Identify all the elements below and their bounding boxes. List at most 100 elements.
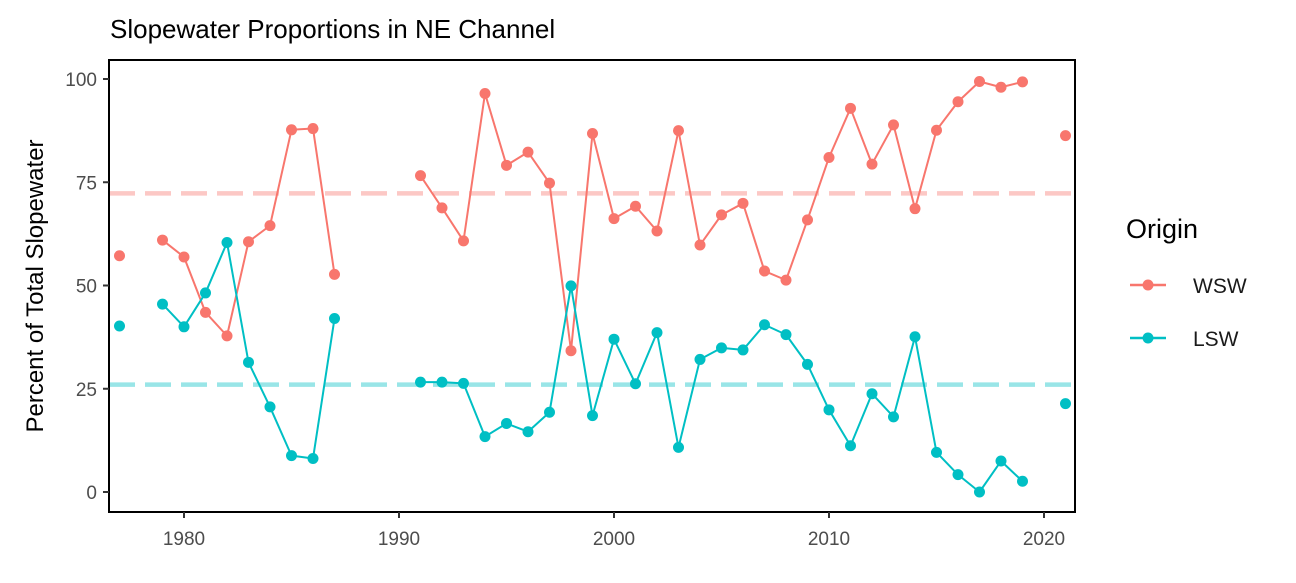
data-point-lsw-1991 bbox=[415, 376, 426, 388]
data-point-lsw-2000 bbox=[608, 333, 620, 345]
data-point-lsw-2021 bbox=[1060, 398, 1071, 410]
data-point-wsw-1992 bbox=[436, 202, 448, 214]
series-line-lsw bbox=[420, 284, 1024, 493]
y-axis-title: Percent of Total Slopewater bbox=[22, 139, 49, 432]
data-point-wsw-1983 bbox=[243, 236, 254, 248]
data-point-lsw-1999 bbox=[587, 410, 598, 422]
data-point-wsw-1984 bbox=[264, 220, 276, 232]
data-point-wsw-2008 bbox=[780, 274, 792, 286]
legend-key-point-lsw bbox=[1142, 332, 1154, 344]
legend-key-point-wsw bbox=[1142, 279, 1154, 291]
data-point-wsw-1986 bbox=[307, 123, 319, 135]
axes: 0 25 50 75 100 1980 1990 2000 2010 2020 bbox=[65, 70, 1065, 550]
data-point-wsw-1991 bbox=[415, 170, 426, 182]
panel-border bbox=[108, 59, 1076, 513]
data-point-lsw-1985 bbox=[286, 450, 297, 462]
data-point-wsw-2000 bbox=[608, 213, 620, 225]
x-tick-label-2010: 2010 bbox=[808, 529, 850, 550]
y-tick-label-25: 25 bbox=[76, 380, 97, 401]
data-point-wsw-2014 bbox=[909, 203, 921, 215]
data-point-wsw-1993 bbox=[458, 235, 469, 247]
data-point-lsw-2015 bbox=[931, 446, 942, 458]
data-point-lsw-1977 bbox=[114, 320, 125, 332]
data-point-lsw-1992 bbox=[436, 376, 448, 388]
data-point-lsw-2005 bbox=[716, 342, 727, 354]
data-point-lsw-1979 bbox=[157, 298, 168, 310]
data-point-wsw-2004 bbox=[694, 239, 706, 251]
data-point-wsw-1987 bbox=[329, 268, 340, 280]
data-point-wsw-1996 bbox=[522, 146, 534, 158]
data-point-wsw-1997 bbox=[544, 177, 555, 189]
data-point-lsw-1994 bbox=[479, 431, 491, 443]
data-point-lsw-2017 bbox=[974, 486, 985, 498]
data-point-lsw-1983 bbox=[243, 356, 254, 368]
data-point-lsw-1996 bbox=[522, 426, 534, 438]
data-point-wsw-2015 bbox=[931, 124, 942, 136]
x-tick-label-2000: 2000 bbox=[593, 529, 635, 550]
data-point-lsw-2013 bbox=[888, 411, 899, 423]
y-tick-label-100: 100 bbox=[65, 70, 97, 91]
data-point-lsw-2001 bbox=[630, 378, 641, 390]
legend-label-wsw: WSW bbox=[1193, 275, 1247, 298]
legend: Origin WSW LSW bbox=[1126, 214, 1247, 351]
data-point-lsw-1997 bbox=[544, 406, 555, 418]
data-point-lsw-2019 bbox=[1017, 475, 1028, 487]
data-point-lsw-1984 bbox=[264, 401, 276, 413]
data-point-lsw-2010 bbox=[823, 404, 835, 416]
data-point-wsw-1982 bbox=[221, 330, 233, 342]
data-point-wsw-1981 bbox=[200, 306, 211, 318]
legend-title: Origin bbox=[1126, 214, 1198, 244]
chart-title: Slopewater Proportions in NE Channel bbox=[110, 14, 555, 44]
data-point-lsw-2012 bbox=[866, 388, 878, 400]
data-point-wsw-2012 bbox=[866, 158, 878, 170]
data-point-lsw-2011 bbox=[845, 440, 856, 452]
data-point-wsw-2007 bbox=[759, 265, 770, 277]
data-point-wsw-1985 bbox=[286, 124, 297, 136]
data-point-wsw-2013 bbox=[888, 119, 899, 131]
data-point-wsw-2002 bbox=[651, 225, 663, 237]
data-point-wsw-2005 bbox=[716, 209, 727, 221]
data-point-lsw-2002 bbox=[651, 327, 663, 339]
data-point-lsw-2014 bbox=[909, 331, 921, 343]
data-point-wsw-2018 bbox=[995, 81, 1007, 93]
data-point-wsw-2021 bbox=[1060, 130, 1071, 142]
data-point-lsw-2008 bbox=[780, 329, 792, 341]
data-point-lsw-2009 bbox=[802, 358, 813, 370]
data-point-wsw-1979 bbox=[157, 234, 168, 246]
data-point-lsw-1993 bbox=[458, 377, 469, 389]
data-point-lsw-2003 bbox=[673, 441, 684, 453]
data-point-wsw-1998 bbox=[565, 345, 577, 357]
data-point-wsw-1995 bbox=[501, 159, 512, 171]
data-point-lsw-1980 bbox=[178, 321, 190, 333]
data-point-lsw-2016 bbox=[952, 469, 964, 481]
data-point-lsw-2004 bbox=[694, 353, 706, 365]
series-line-lsw bbox=[161, 241, 336, 460]
data-point-wsw-2009 bbox=[802, 214, 813, 226]
plot-area bbox=[109, 75, 1075, 498]
data-point-lsw-1982 bbox=[221, 237, 233, 249]
data-point-wsw-1999 bbox=[587, 128, 598, 140]
data-point-lsw-1986 bbox=[307, 453, 319, 465]
data-point-lsw-2018 bbox=[995, 455, 1007, 467]
data-point-wsw-2010 bbox=[823, 151, 835, 163]
data-point-lsw-2006 bbox=[737, 344, 749, 356]
data-point-lsw-1995 bbox=[501, 417, 512, 429]
data-point-wsw-2011 bbox=[845, 102, 856, 114]
y-tick-label-50: 50 bbox=[76, 277, 97, 298]
legend-label-lsw: LSW bbox=[1193, 328, 1239, 351]
data-point-wsw-2019 bbox=[1017, 76, 1028, 88]
data-point-lsw-1987 bbox=[329, 313, 340, 325]
data-point-wsw-2017 bbox=[974, 75, 985, 87]
data-point-lsw-1981 bbox=[200, 287, 211, 299]
series-line-wsw bbox=[161, 127, 336, 337]
data-point-wsw-2001 bbox=[630, 200, 641, 212]
data-point-wsw-1977 bbox=[114, 250, 125, 262]
y-tick-label-0: 0 bbox=[86, 483, 97, 504]
data-point-wsw-1980 bbox=[178, 251, 190, 263]
x-tick-label-1990: 1990 bbox=[378, 529, 420, 550]
data-point-wsw-1994 bbox=[479, 87, 491, 99]
x-tick-label-1980: 1980 bbox=[163, 529, 205, 550]
data-point-lsw-1998 bbox=[565, 280, 577, 292]
x-tick-label-2020: 2020 bbox=[1023, 529, 1065, 550]
